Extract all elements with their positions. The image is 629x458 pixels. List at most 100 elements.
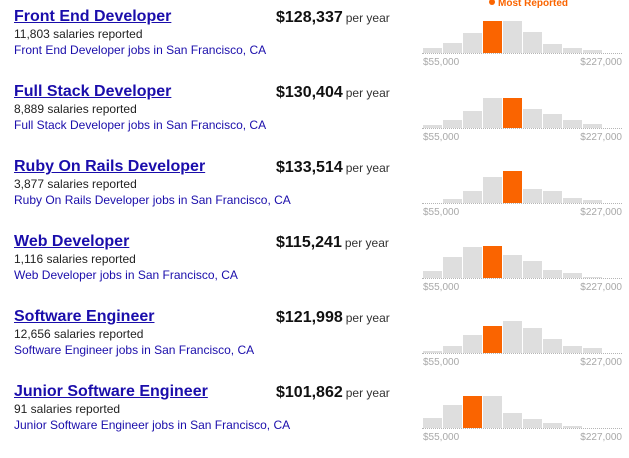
histogram-bar [583, 200, 602, 203]
histogram-bar [503, 321, 522, 353]
histogram-bar [423, 48, 442, 53]
histogram-bar [523, 419, 542, 428]
histogram-max-label: $227,000 [580, 57, 622, 68]
salaries-reported-count: 91 salaries reported [14, 402, 121, 416]
salaries-reported-count: 11,803 salaries reported [14, 27, 143, 41]
job-title-link[interactable]: Ruby On Rails Developer [14, 158, 206, 175]
jobs-in-location-link[interactable]: Junior Software Engineer jobs in San Fra… [14, 418, 291, 432]
most-reported-legend: Most Reported [489, 0, 568, 9]
histogram-bar [543, 270, 562, 278]
histogram-bar [443, 346, 462, 353]
histogram-bar [463, 335, 482, 353]
salary-row: Software Engineer 12,656 salaries reporte… [0, 308, 629, 383]
histogram-baseline [422, 278, 622, 279]
histogram-bar [483, 396, 502, 428]
job-title-link[interactable]: Software Engineer [14, 308, 155, 325]
histogram-bar [443, 405, 462, 428]
histogram-min-label: $55,000 [423, 357, 460, 368]
average-salary: $128,337 per year [276, 9, 390, 27]
histogram-bars [422, 158, 622, 203]
histogram-bar [423, 418, 442, 428]
histogram-bar [503, 21, 522, 53]
salary-amount: $101,862 [276, 384, 343, 401]
histogram-bars [422, 308, 622, 353]
salary-period: per year [345, 311, 390, 325]
histogram-bar [523, 109, 542, 128]
histogram-bar [483, 98, 502, 128]
histogram-baseline [422, 428, 622, 429]
histogram-bar [563, 346, 582, 353]
histogram-bar [543, 339, 562, 353]
histogram-bar [423, 271, 442, 278]
histogram-bar [583, 124, 602, 128]
average-salary: $101,862 per year [276, 384, 390, 402]
histogram-bar [463, 247, 482, 278]
job-title-link[interactable]: Full Stack Developer [14, 83, 172, 100]
average-salary: $121,998 per year [276, 309, 390, 327]
histogram-bar [583, 50, 602, 53]
histogram-bar [443, 43, 462, 53]
histogram-bar [443, 257, 462, 278]
histogram-min-label: $55,000 [423, 432, 460, 443]
histogram-bar [563, 48, 582, 53]
salary-period: per year [345, 86, 390, 100]
histogram-bar-most-reported [483, 21, 502, 53]
salary-histogram: $55,000 $227,000 [422, 8, 622, 72]
histogram-max-label: $227,000 [580, 432, 622, 443]
salary-row: Web Developer 1,116 salaries reported Web … [0, 233, 629, 308]
histogram-bar [483, 177, 502, 203]
histogram-baseline [422, 128, 622, 129]
histogram-min-label: $55,000 [423, 207, 460, 218]
histogram-bar [523, 261, 542, 278]
histogram-bar [523, 328, 542, 353]
histogram-bars [422, 8, 622, 53]
salary-amount: $133,514 [276, 159, 343, 176]
histogram-min-label: $55,000 [423, 282, 460, 293]
average-salary: $133,514 per year [276, 159, 390, 177]
salary-histogram: $55,000 $227,000 [422, 158, 622, 222]
jobs-in-location-link[interactable]: Ruby On Rails Developer jobs in San Fran… [14, 193, 291, 207]
salary-amount: $130,404 [276, 84, 343, 101]
jobs-in-location-link[interactable]: Full Stack Developer jobs in San Francis… [14, 118, 267, 132]
histogram-bar [463, 191, 482, 203]
histogram-bar [503, 255, 522, 278]
histogram-bar [443, 199, 462, 203]
histogram-bar [563, 426, 582, 428]
histogram-bar [563, 198, 582, 203]
salaries-reported-count: 12,656 salaries reported [14, 327, 144, 341]
histogram-bar [423, 125, 442, 128]
salaries-reported-count: 3,877 salaries reported [14, 177, 137, 191]
histogram-bar-most-reported [503, 98, 522, 128]
histogram-bar [583, 277, 602, 278]
histogram-bars [422, 383, 622, 428]
job-title-link[interactable]: Front End Developer [14, 8, 172, 25]
job-title-link[interactable]: Web Developer [14, 233, 130, 250]
histogram-bar [543, 191, 562, 203]
job-title-link[interactable]: Junior Software Engineer [14, 383, 208, 400]
histogram-bar [563, 273, 582, 278]
histogram-bar-most-reported [483, 246, 502, 278]
salary-period: per year [345, 11, 390, 25]
histogram-bar-most-reported [463, 396, 482, 428]
histogram-bar [563, 120, 582, 128]
histogram-baseline [422, 203, 622, 204]
average-salary: $115,241 per year [276, 234, 389, 252]
jobs-in-location-link[interactable]: Software Engineer jobs in San Francisco,… [14, 343, 255, 357]
salary-amount: $115,241 [276, 234, 342, 251]
histogram-max-label: $227,000 [580, 357, 622, 368]
salaries-reported-count: 1,116 salaries reported [14, 252, 136, 266]
histogram-max-label: $227,000 [580, 282, 622, 293]
jobs-in-location-link[interactable]: Front End Developer jobs in San Francisc… [14, 43, 267, 57]
histogram-baseline [422, 53, 622, 54]
jobs-in-location-link[interactable]: Web Developer jobs in San Francisco, CA [14, 268, 238, 282]
histogram-min-label: $55,000 [423, 132, 460, 143]
salaries-reported-count: 8,889 salaries reported [14, 102, 137, 116]
salary-row: Front End Developer 11,803 salaries repor… [0, 8, 629, 83]
histogram-bars [422, 233, 622, 278]
histogram-bar [543, 423, 562, 428]
salary-period: per year [345, 386, 390, 400]
salary-histogram: $55,000 $227,000 [422, 83, 622, 147]
histogram-bar [583, 348, 602, 353]
salary-histogram: $55,000 $227,000 [422, 383, 622, 447]
salary-row: Junior Software Engineer 91 salaries repo… [0, 383, 629, 458]
